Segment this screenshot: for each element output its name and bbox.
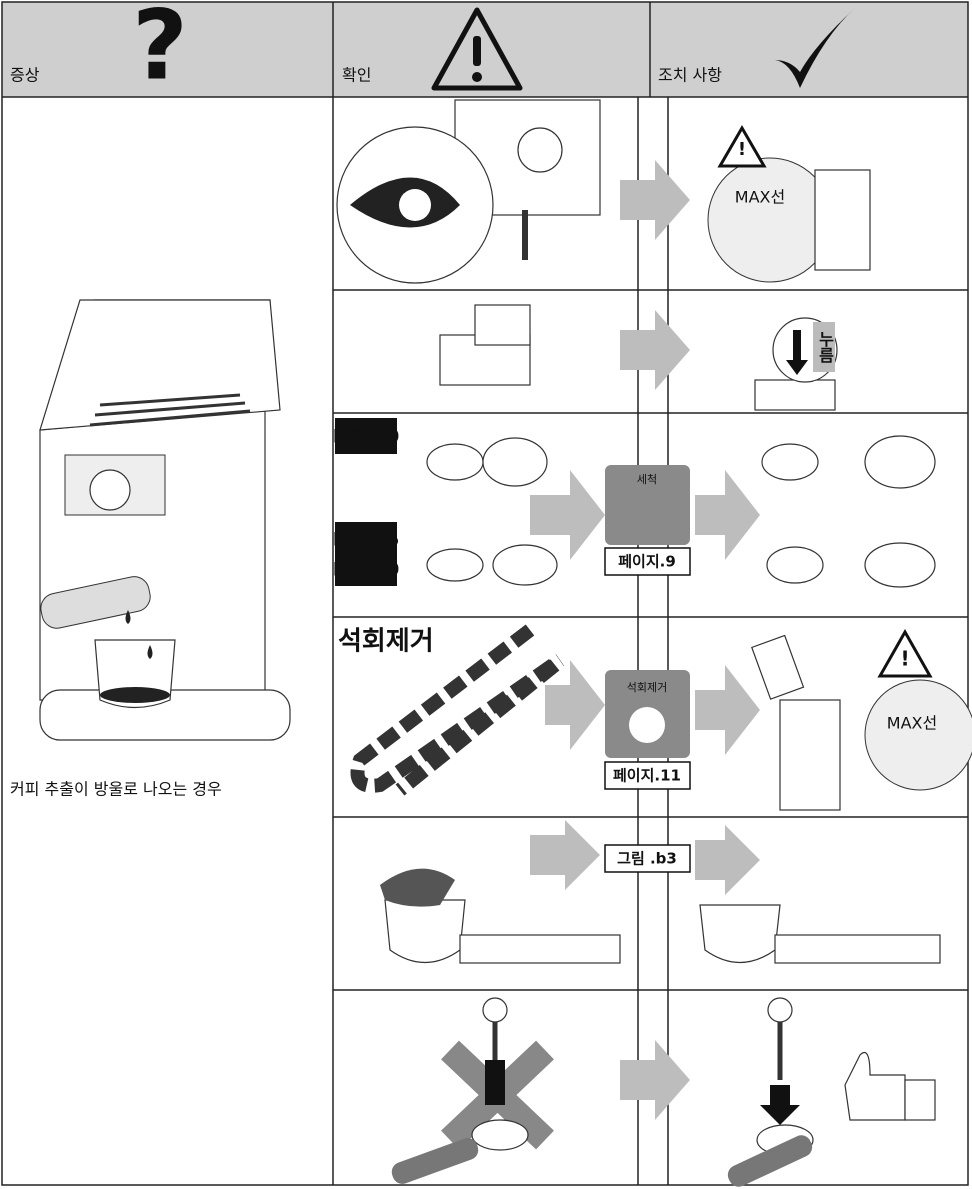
row-descaling-shape: [779, 699, 841, 811]
row-coffee-amount-shape: [384, 899, 466, 963]
header-shape: [775, 8, 855, 88]
label: MAX선: [735, 188, 785, 207]
row-descaling-shape: [695, 665, 760, 755]
row-tamping-shape: [620, 1040, 690, 1120]
machine-illustration-shape: [89, 469, 131, 511]
row-water-level-shape: [814, 169, 871, 271]
row-filters-shape: [530, 470, 605, 560]
row-water-level-shape: [620, 160, 690, 240]
row-coffee-amount-shape: [604, 844, 691, 873]
row-filters-shape: [335, 418, 397, 454]
machine-illustration-shape-shape: [89, 409, 251, 427]
row-tamping-shape: [760, 1085, 800, 1125]
label: MAX선: [887, 714, 937, 733]
label: 페이지.9: [618, 553, 676, 571]
row-filters-shape: [695, 470, 760, 560]
label: EC260: [333, 559, 400, 581]
machine-illustration-shape: [89, 393, 251, 427]
row-descaling: 석회제거 석회제거 페이지.11 ! MAX선: [338, 624, 972, 811]
row-coffee-amount-shape: [695, 825, 760, 895]
row-lid-shape: [786, 330, 808, 375]
label: 누름: [816, 331, 835, 364]
label: !: [738, 139, 746, 160]
label: 그림 .b3: [617, 850, 677, 868]
row-tamping-shape: [727, 1135, 813, 1187]
label: 조치 사항: [658, 66, 722, 85]
label: 증상: [10, 66, 40, 85]
row-lid: 누름: [439, 304, 838, 411]
label: 석회제거: [338, 627, 434, 657]
machine-illustration-shape-shape: [99, 393, 241, 407]
label: 확인: [342, 66, 371, 85]
row-descaling-shape: [751, 634, 805, 700]
label: EC230: [333, 426, 400, 448]
row-filters-shape: [492, 544, 558, 586]
row-tamping-shape: [482, 997, 508, 1023]
machine-illustration-shape: [40, 576, 151, 629]
machine-illustration-shape: [125, 610, 153, 659]
label: 석회제거: [627, 681, 667, 694]
machine-illustration-shape-shape: [94, 401, 246, 417]
row-tamping-shape: [844, 1051, 906, 1121]
row-coffee-amount-shape: [459, 934, 621, 964]
row-lid-shape: [813, 322, 835, 372]
row-tamping-shape: [767, 997, 793, 1023]
row-tamping-shape: [391, 1138, 479, 1184]
row-coffee-amount-shape: [774, 934, 941, 964]
row-coffee-amount: 그림 .b3: [380, 820, 941, 964]
row-filters-shape: [335, 522, 397, 586]
machine-illustration: 커피 추출이 방울로 나오는 경우: [10, 299, 291, 799]
row-filters-shape: [864, 542, 936, 588]
machine-illustration-shape: [100, 687, 170, 703]
row-water-level-shape: [399, 189, 431, 221]
row-descaling-shape: [877, 628, 933, 678]
row-coffee-amount-shape: [530, 820, 600, 890]
header-shape: [2, 2, 968, 97]
row-water-level-shape: [707, 157, 833, 283]
label: 세척: [637, 473, 657, 486]
row-filters-shape: [482, 437, 548, 487]
row-filters-shape: [426, 443, 484, 481]
row-tamping-shape: [904, 1079, 936, 1121]
row-descaling-shape: [350, 624, 564, 796]
row-filters: EC230 EC235 EC260 세척 페이지.9: [333, 418, 936, 588]
row-descaling-shape: [629, 707, 665, 743]
header-shape: [431, 7, 523, 91]
label: ?: [132, 0, 188, 101]
row-descaling-shape: [604, 761, 691, 790]
label: 커피 추출이 방울로 나오는 경우: [10, 780, 222, 799]
row-water-level: ! MAX선: [336, 99, 871, 284]
header-shape: [473, 36, 481, 66]
row-coffee-amount-shape: [699, 904, 781, 963]
row-filters-shape: [766, 546, 824, 584]
row-lid-shape: [620, 310, 690, 390]
row-water-level-shape: [717, 125, 767, 168]
row-lid-shape: [754, 379, 836, 411]
row-filters-shape: [864, 435, 936, 489]
row-tamping-shape: [471, 1119, 529, 1151]
header-shape: [472, 72, 482, 82]
row-filters-shape: [426, 548, 484, 582]
row-tamping: [391, 997, 936, 1187]
label: !: [900, 647, 909, 671]
label: 페이지.11: [613, 767, 681, 785]
row-tamping-shape: [485, 1060, 505, 1105]
row-filters-shape: [605, 465, 690, 545]
header: 증상 ? 확인 조치 사항: [2, 0, 968, 101]
row-lid-shape: [474, 304, 531, 346]
row-coffee-amount-shape: [380, 868, 455, 907]
row-filters-shape: [761, 443, 819, 481]
row-descaling-shape: [545, 660, 605, 750]
row-descaling-shape: [864, 679, 972, 791]
row-filters-shape: [604, 547, 691, 576]
label: EC235: [333, 529, 400, 551]
row-water-level-shape: [517, 127, 563, 173]
